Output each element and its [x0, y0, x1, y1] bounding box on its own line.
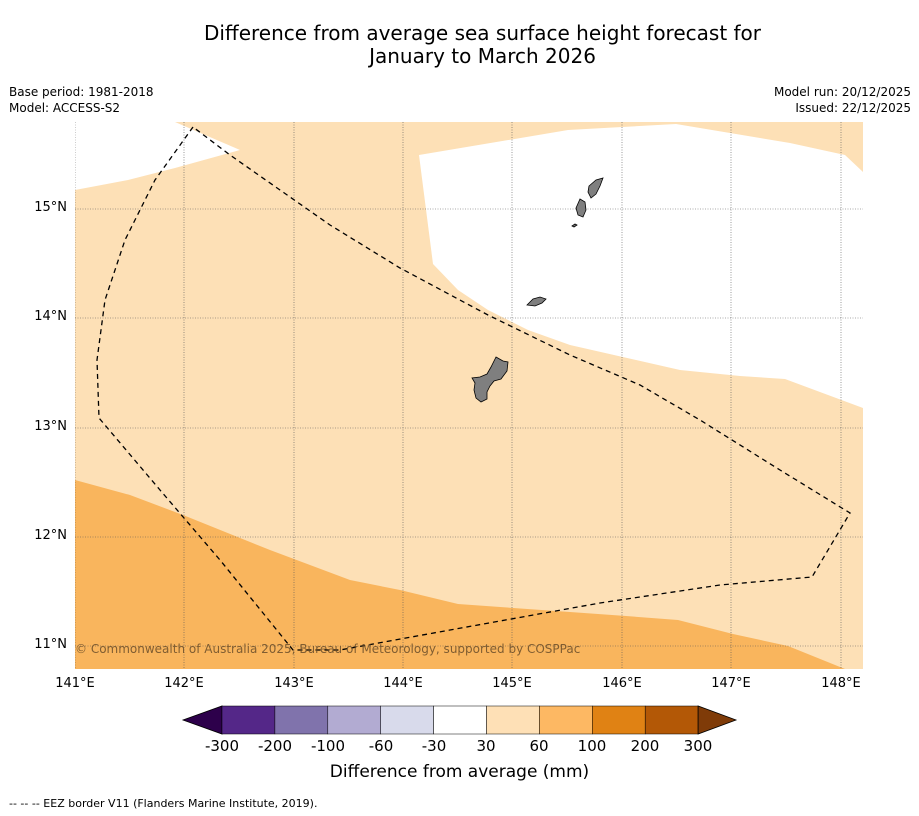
meta-right: Model run: 20/12/2025 Issued: 22/12/2025: [774, 84, 911, 116]
colorbar-tick: -30: [421, 737, 447, 755]
colorbar-tick: -300: [204, 737, 240, 755]
anomaly-band-60-100: [75, 480, 845, 669]
lon-label: 143°E: [274, 676, 314, 691]
lat-label: 13°N: [34, 419, 67, 434]
colorbar-cell: [221, 705, 276, 735]
copyright-credit: © Commonwealth of Australia 2025, Bureau…: [75, 642, 581, 656]
eez-legend-note: -- -- -- EEZ border V11 (Flanders Marine…: [9, 797, 318, 810]
colorbar-tick: -200: [257, 737, 293, 755]
title-line-1: Difference from average sea surface heig…: [203, 21, 762, 45]
base-period: Base period: 1981-2018: [9, 85, 154, 99]
colorbar-cell: [486, 705, 540, 735]
colorbar: [181, 705, 738, 735]
colorbar-tick: 30: [476, 737, 496, 755]
lat-label: 14°N: [34, 309, 67, 324]
colorbar-cell: [644, 705, 699, 735]
colorbar-tick: -60: [368, 737, 394, 755]
chart-title: Difference from average sea surface heig…: [0, 22, 919, 68]
meta-left: Base period: 1981-2018 Model: ACCESS-S2: [9, 84, 154, 116]
lat-label: 15°N: [34, 200, 67, 215]
tinian-island: [575, 198, 587, 218]
colorbar-cell: [327, 705, 381, 735]
saipan-island: [587, 177, 604, 199]
issued-date: Issued: 22/12/2025: [795, 101, 911, 115]
lon-label: 142°E: [164, 676, 204, 691]
anomaly-hole-below-30: [419, 124, 863, 408]
lon-label: 145°E: [492, 676, 532, 691]
colorbar-cell: [433, 705, 487, 735]
lat-label: 11°N: [34, 637, 67, 652]
lon-label: 141°E: [55, 676, 95, 691]
model-name: Model: ACCESS-S2: [9, 101, 121, 115]
colorbar-extend-min: [181, 705, 223, 735]
colorbar-tick: 100: [577, 737, 607, 755]
guam-island: [471, 356, 509, 403]
model-run: Model run: 20/12/2025: [773, 85, 911, 99]
lon-label: 147°E: [711, 676, 751, 691]
lon-label: 144°E: [383, 676, 423, 691]
lon-label: 148°E: [821, 676, 861, 691]
lon-label: 146°E: [602, 676, 642, 691]
colorbar-cell: [592, 705, 646, 735]
islands: [471, 177, 604, 403]
colorbar-cell: [274, 705, 329, 735]
colorbar-tick: 200: [630, 737, 660, 755]
colorbar-label: Difference from average (mm): [329, 762, 590, 782]
sea-height-map: [75, 122, 863, 669]
eez-border: [96, 126, 851, 651]
title-line-2: January to March 2026: [369, 44, 596, 68]
colorbar-cell: [380, 705, 434, 735]
colorbar-tick: 60: [529, 737, 549, 755]
lat-label: 12°N: [34, 528, 67, 543]
colorbar-tick: -100: [310, 737, 346, 755]
colorbar-cell: [539, 705, 593, 735]
rota-island: [526, 296, 547, 307]
colorbar-tick: 300: [683, 737, 713, 755]
aguijan-islet: [571, 223, 578, 228]
graticule: [75, 122, 863, 669]
colorbar-extend-max: [697, 705, 738, 735]
